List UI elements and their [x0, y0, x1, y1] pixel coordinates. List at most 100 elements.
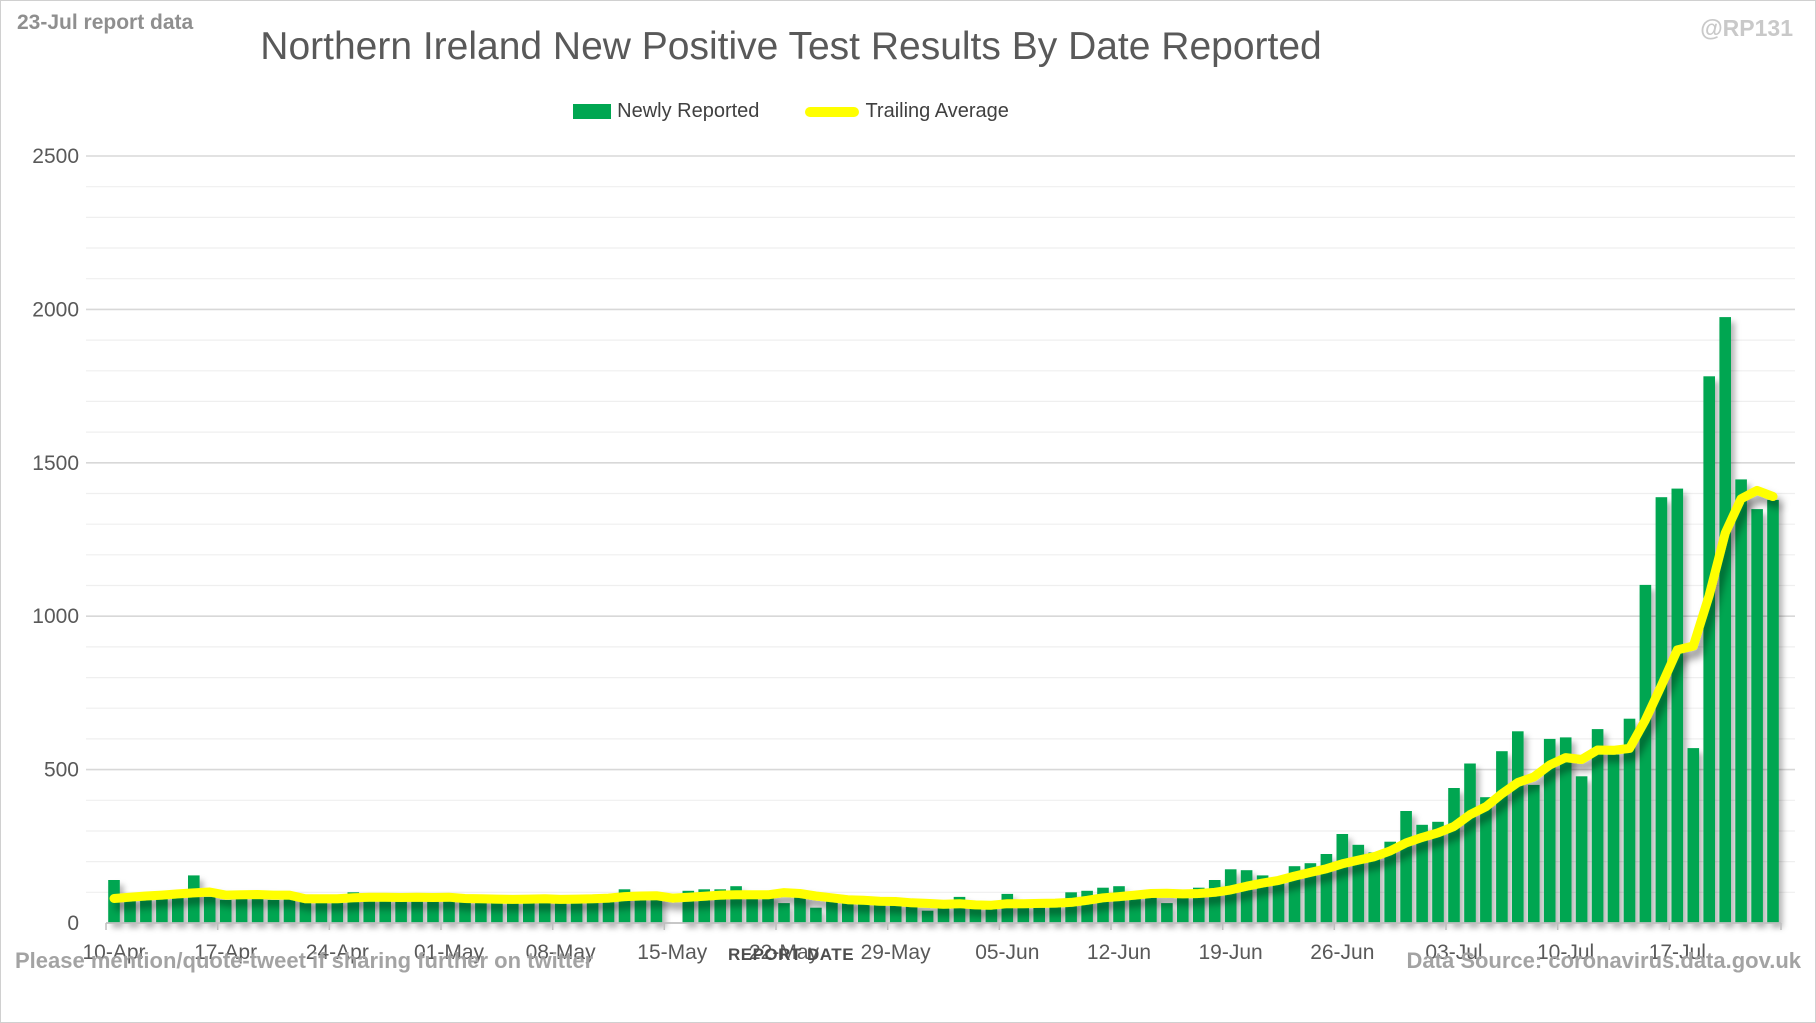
- bar-06-Jul: [1496, 751, 1508, 923]
- bar-30-May: [905, 906, 918, 923]
- bar-19-Jul: [1703, 376, 1715, 923]
- bar-26-May: [842, 900, 854, 923]
- bars-series-newly-reported: [108, 317, 1779, 924]
- bar-01-Jul: [1416, 824, 1428, 923]
- line-series-swatch-icon: [805, 106, 860, 117]
- bar-17-May: [698, 889, 710, 923]
- watermark-handle: @RP131: [1700, 15, 1793, 41]
- bar-27-Jun: [1352, 844, 1365, 923]
- bar-22-Apr: [299, 901, 312, 923]
- bar-13-Jun: [1129, 895, 1141, 923]
- bar-20-Jul: [1719, 317, 1731, 924]
- bar-30-Jun: [1400, 811, 1412, 923]
- bar-05-Jun: [1001, 893, 1014, 923]
- bar-29-May: [889, 904, 902, 923]
- svg-text:29-May: 29-May: [861, 941, 932, 964]
- bar-09-Jul: [1543, 738, 1556, 923]
- bar-18-Jun: [1208, 880, 1221, 923]
- bar-27-Apr: [379, 900, 391, 923]
- svg-text:1000: 1000: [32, 605, 79, 628]
- bar-20-Jun: [1240, 870, 1253, 923]
- bar-28-Jun: [1368, 852, 1380, 923]
- bar-29-Jun: [1384, 841, 1396, 923]
- svg-text:2500: 2500: [32, 145, 79, 168]
- bar-26-Jun: [1336, 834, 1349, 923]
- bar-24-Jun: [1304, 863, 1317, 923]
- bar-01-Jun: [937, 907, 950, 923]
- bar-25-May: [826, 901, 838, 923]
- bar-31-May: [921, 910, 934, 923]
- bar-19-Apr: [251, 898, 264, 923]
- bar-09-May: [570, 898, 583, 923]
- bar-13-Jul: [1607, 754, 1620, 923]
- svg-text:19-Jun: 19-Jun: [1198, 941, 1262, 964]
- bar-03-May: [475, 898, 487, 923]
- bar-17-Jun: [1193, 887, 1205, 923]
- svg-text:08-May: 08-May: [526, 941, 597, 964]
- bar-28-Apr: [395, 898, 407, 923]
- bar-19-May: [730, 886, 742, 923]
- svg-text:2000: 2000: [32, 298, 79, 321]
- bar-28-May: [873, 901, 886, 923]
- bar-05-May: [507, 900, 519, 923]
- bar-22-May: [778, 903, 790, 923]
- bar-11-May: [602, 896, 615, 923]
- trailing-average-line: [109, 485, 1778, 910]
- bar-24-May: [810, 907, 822, 923]
- x-axis-labels: 10-Apr 17-Apr 24-Apr 01-May 08-May 15-May 22-M…: [82, 941, 1705, 964]
- legend-item-newly-reported: Newly Reported: [573, 100, 759, 123]
- bar-16-Jun: [1177, 896, 1189, 923]
- svg-text:05-Jun: 05-Jun: [975, 941, 1039, 964]
- bar-12-Jul: [1591, 729, 1604, 923]
- svg-text:26-Jun: 26-Jun: [1310, 941, 1374, 964]
- chart-legend: Newly Reported Trailing Average: [1, 100, 1581, 123]
- bar-08-Jul: [1528, 784, 1540, 923]
- bar-11-Apr: [124, 900, 136, 923]
- bar-series-swatch-icon: [573, 104, 612, 119]
- bar-26-Apr: [363, 895, 375, 923]
- bar-08-Jun: [1049, 906, 1061, 923]
- bar-08-May: [554, 900, 567, 923]
- svg-text:10-Jul: 10-Jul: [1537, 941, 1594, 964]
- bar-10-Jun: [1081, 890, 1093, 923]
- bar-07-Jul: [1512, 731, 1524, 924]
- bar-14-Jul: [1623, 718, 1636, 923]
- bar-10-May: [586, 895, 599, 923]
- bar-22-Jul: [1751, 509, 1763, 923]
- bar-07-Jun: [1033, 907, 1045, 923]
- bar-16-Jul: [1655, 497, 1668, 923]
- svg-text:22-May: 22-May: [749, 941, 820, 964]
- bar-22-Jun: [1272, 883, 1285, 923]
- bar-02-Jun: [953, 896, 966, 923]
- bar-14-May: [650, 893, 663, 923]
- svg-text:0: 0: [67, 912, 79, 935]
- svg-text:15-May: 15-May: [637, 941, 708, 964]
- legend-bar-label: Newly Reported: [617, 100, 760, 122]
- bar-29-Apr: [411, 900, 423, 923]
- bar-04-May: [491, 901, 503, 923]
- bar-12-May: [618, 889, 631, 923]
- bar-12-Apr: [140, 900, 152, 923]
- bar-11-Jun: [1097, 887, 1109, 923]
- bar-24-Apr: [331, 898, 344, 923]
- page-title: Northern Ireland New Positive Test Resul…: [260, 25, 1322, 68]
- bar-15-Apr: [188, 875, 200, 923]
- data-source-note: Data Source: coronavirus.data.gov.uk: [1406, 948, 1801, 973]
- bar-23-Apr: [315, 896, 328, 923]
- svg-text:17-Jul: 17-Jul: [1649, 941, 1706, 964]
- bar-12-Jun: [1113, 886, 1125, 923]
- svg-text:1500: 1500: [32, 452, 79, 475]
- bar-27-May: [858, 898, 870, 923]
- svg-text:12-Jun: 12-Jun: [1087, 941, 1151, 964]
- svg-text:03-Jul: 03-Jul: [1425, 941, 1482, 964]
- svg-text:17-Apr: 17-Apr: [194, 941, 257, 964]
- bar-03-Jul: [1448, 788, 1460, 923]
- svg-text:500: 500: [44, 759, 79, 782]
- bar-06-May: [523, 898, 535, 923]
- bar-14-Jun: [1145, 896, 1157, 923]
- bar-21-Jul: [1735, 479, 1747, 923]
- bar-21-May: [762, 893, 774, 923]
- bar-20-Apr: [267, 900, 280, 923]
